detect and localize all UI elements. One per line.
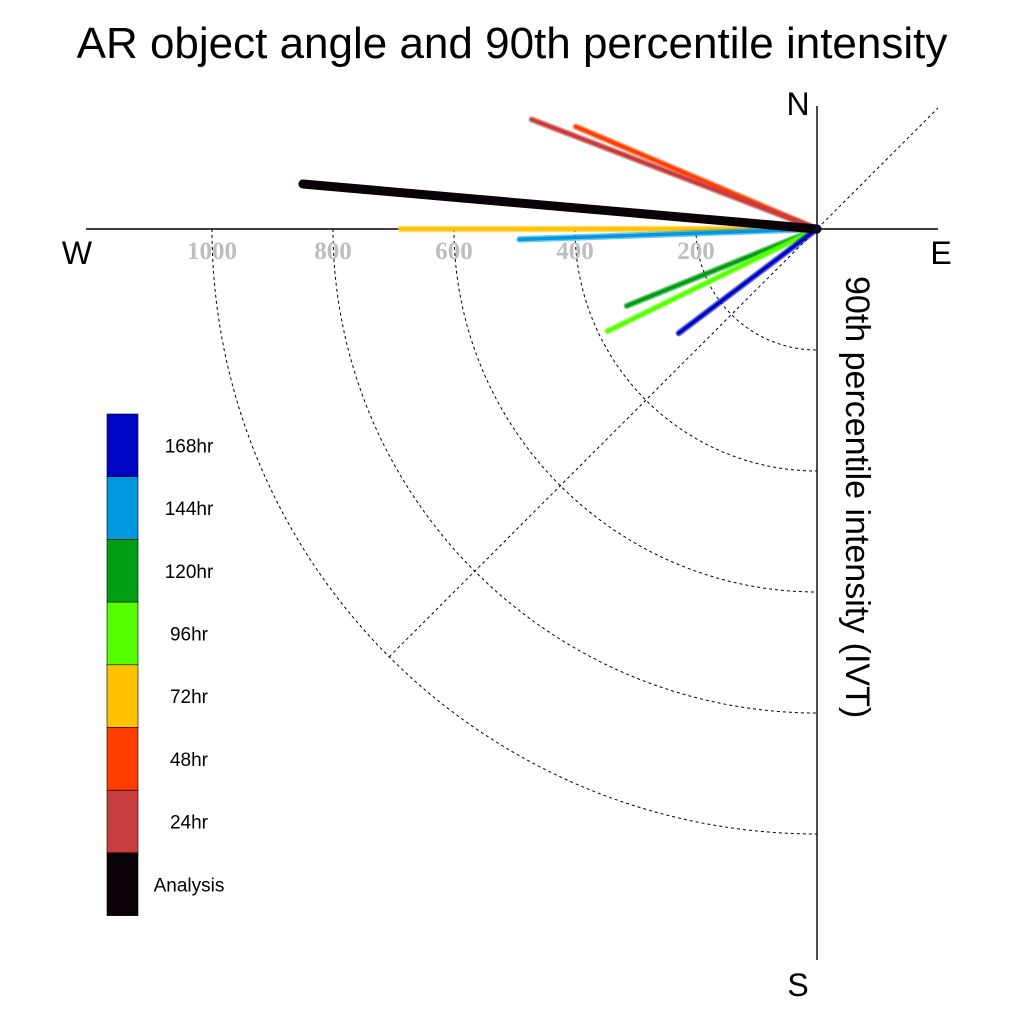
legend-swatch	[106, 789, 139, 854]
legend-label: 120hr	[165, 562, 214, 583]
vector-144hr	[517, 227, 819, 242]
radial-tick-labels: 200 400 600 800 1000	[187, 238, 715, 265]
legend-swatch	[106, 476, 139, 540]
legend-label: 96hr	[170, 624, 209, 645]
legend-label: 144hr	[165, 499, 214, 520]
legend-swatch	[106, 664, 139, 728]
grid-ring	[332, 228, 818, 714]
vector-168hr	[677, 227, 819, 335]
radial-tick-label: 1000	[187, 238, 237, 265]
legend-swatch	[106, 539, 139, 603]
chart-title: AR object angle and 90th percentile inte…	[77, 19, 948, 68]
legend-swatch	[106, 413, 139, 478]
forecast-vectors	[298, 116, 822, 337]
legend-swatch	[106, 727, 139, 791]
compass-east: E	[930, 235, 951, 271]
legend-swatch	[106, 852, 139, 916]
compass-south: S	[787, 967, 808, 1003]
vector-24hr	[530, 117, 819, 231]
grid-ring	[574, 228, 818, 472]
legend-label: 48hr	[170, 750, 209, 771]
compass-north: N	[786, 86, 809, 122]
origin-point	[812, 224, 822, 234]
legend-label: 72hr	[170, 687, 209, 708]
radial-tick-label: 600	[435, 238, 473, 265]
legend-label: 168hr	[165, 436, 214, 457]
legend-swatch	[106, 601, 139, 666]
compass-west: W	[62, 235, 93, 271]
radial-tick-label: 400	[556, 238, 594, 265]
legend-label: Analysis	[154, 875, 225, 896]
vector-96hr	[605, 227, 819, 333]
legend: 168hr 144hr 120hr 96hr 72hr 48hr 24hr Analysis	[106, 413, 225, 916]
vector-analysis	[298, 179, 822, 234]
legend-label: 24hr	[170, 813, 209, 834]
radial-tick-label: 800	[314, 238, 352, 265]
radial-tick-label: 200	[677, 238, 715, 265]
polar-grid	[211, 107, 939, 835]
radial-axis-label: 90th percentile intensity (IVT)	[838, 276, 876, 718]
grid-ring	[695, 228, 818, 351]
